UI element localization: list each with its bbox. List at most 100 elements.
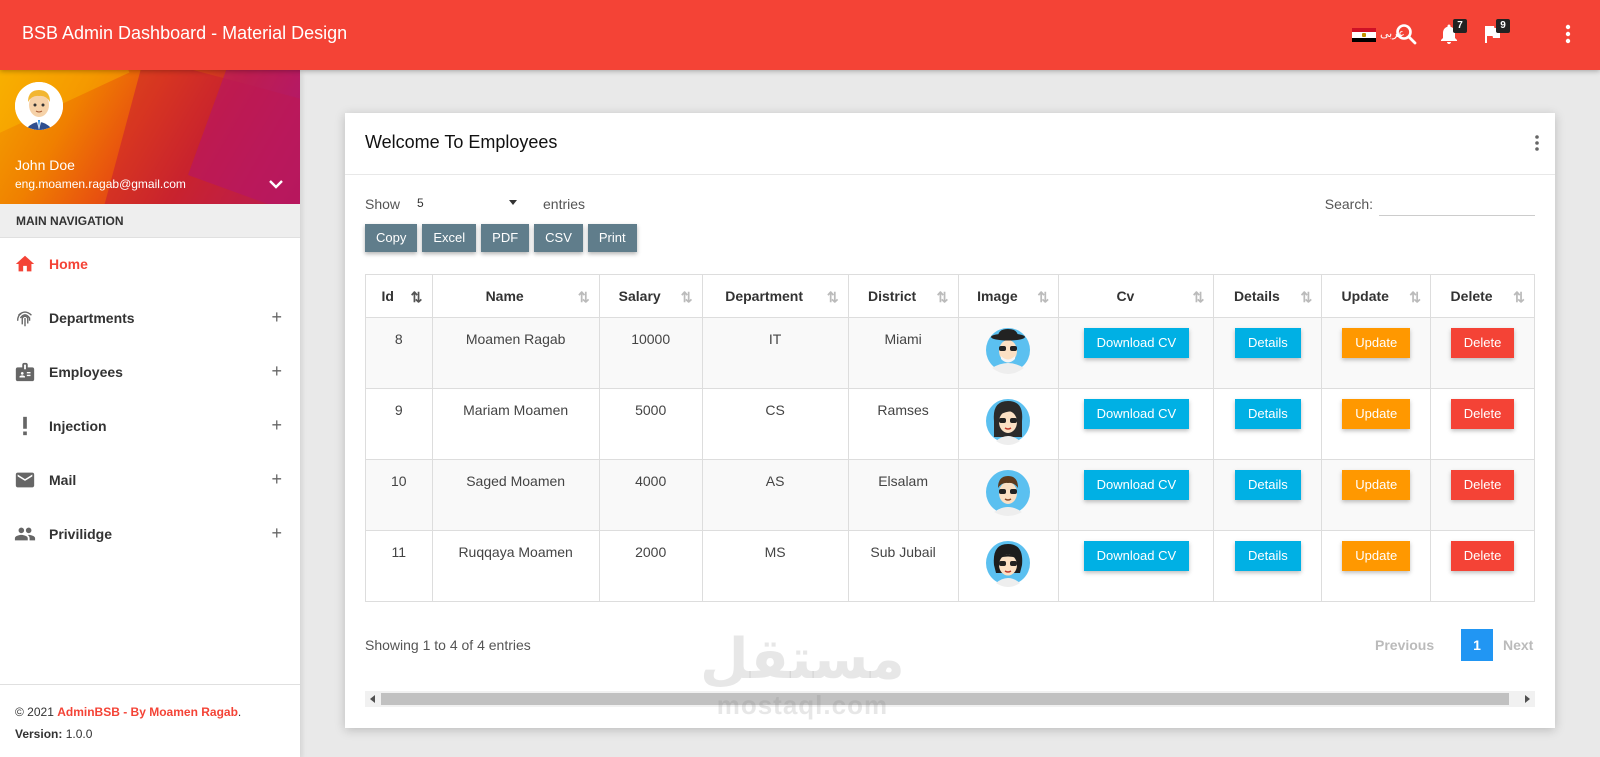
update-button[interactable]: Update (1342, 470, 1411, 500)
table-info: Showing 1 to 4 of 4 entries (365, 637, 531, 653)
sidebar-item-employees[interactable]: Employees + (0, 346, 300, 400)
details-button[interactable]: Details (1235, 399, 1301, 429)
sort-icon: ⇅ (1409, 289, 1421, 305)
user-avatar[interactable] (15, 82, 63, 130)
column-header-label: Name (485, 288, 524, 304)
download-cv-button[interactable]: Download CV (1083, 541, 1190, 571)
sidebar-item-mail[interactable]: Mail + (0, 454, 300, 508)
cell-update: Update (1321, 388, 1432, 460)
egypt-flag-icon (1352, 28, 1376, 42)
csv-button[interactable]: CSV (534, 224, 583, 252)
download-cv-button[interactable]: Download CV (1083, 328, 1190, 358)
column-header-salary[interactable]: Salary ⇅ (598, 274, 703, 318)
next-page-button[interactable]: Next (1503, 637, 1534, 653)
column-header-label: Salary (618, 288, 661, 304)
details-button[interactable]: Details (1235, 328, 1301, 358)
notifications-bell-icon[interactable]: 7 (1437, 19, 1467, 48)
delete-button[interactable]: Delete (1450, 470, 1515, 500)
more-vert-icon[interactable] (1556, 22, 1582, 48)
download-cv-button[interactable]: Download CV (1083, 399, 1190, 429)
pdf-button[interactable]: PDF (481, 224, 530, 252)
column-header-details[interactable]: Details ⇅ (1213, 274, 1323, 318)
column-header-cv[interactable]: Cv ⇅ (1058, 274, 1215, 318)
column-header-update[interactable]: Update ⇅ (1321, 274, 1432, 318)
update-button[interactable]: Update (1342, 328, 1411, 358)
delete-button[interactable]: Delete (1450, 399, 1515, 429)
expand-plus-icon[interactable]: + (271, 469, 282, 489)
employees-table: Id ⇅ Name ⇅ Salary ⇅ Department ⇅ District ⇅ … (365, 274, 1535, 602)
search-input[interactable] (1379, 190, 1535, 216)
footer-brand-link[interactable]: AdminBSB - By Moamen Ragab (57, 705, 238, 719)
table-controls: Show 5 entries Search: (365, 190, 1535, 226)
sort-icon: ⇅ (680, 289, 693, 305)
page-1-button[interactable]: 1 (1461, 629, 1493, 661)
sidebar-item-label: Employees (49, 364, 123, 380)
delete-button[interactable]: Delete (1450, 328, 1515, 358)
card-more-vert-icon[interactable] (1533, 133, 1541, 153)
search-label: Search: (1324, 196, 1373, 212)
column-header-delete[interactable]: Delete ⇅ (1430, 274, 1535, 318)
previous-page-button[interactable]: Previous (1375, 637, 1435, 653)
sidebar-footer: © 2021 AdminBSB - By Moamen Ragab. Versi… (0, 684, 300, 757)
sort-asc-icon: ⇅ (410, 289, 423, 305)
column-header-department[interactable]: Department ⇅ (701, 274, 849, 318)
expand-plus-icon[interactable]: + (271, 307, 282, 327)
entries-select-value: 5 (417, 196, 424, 210)
left-sidebar: John Doe eng.moamen.ragab@gmail.com MAIN… (0, 70, 300, 757)
column-header-name[interactable]: Name ⇅ (431, 274, 600, 318)
details-button[interactable]: Details (1235, 470, 1301, 500)
expand-plus-icon[interactable]: + (271, 523, 282, 543)
cell-cv: Download CV (1058, 317, 1215, 389)
sidebar-item-label: Mail (49, 472, 77, 488)
excel-button[interactable]: Excel (422, 224, 477, 252)
cell-id: 11 (365, 530, 433, 602)
sidebar-item-injection[interactable]: Injection + (0, 400, 300, 454)
scroll-left-arrow-icon[interactable] (370, 695, 375, 703)
cell-details: Details (1213, 459, 1323, 531)
sort-icon: ⇅ (936, 289, 949, 305)
entries-label: entries (543, 196, 586, 212)
print-button[interactable]: Print (587, 224, 637, 252)
scrollbar-thumb[interactable] (381, 693, 1509, 705)
cell-details: Details (1213, 388, 1323, 460)
delete-button[interactable]: Delete (1450, 541, 1515, 571)
column-header-district[interactable]: District ⇅ (847, 274, 959, 318)
employee-avatar (984, 539, 1032, 587)
sidebar-item-departments[interactable]: Departments + (0, 292, 300, 346)
search-icon[interactable] (1394, 22, 1420, 48)
scroll-right-arrow-icon[interactable] (1525, 695, 1530, 703)
column-header-label: Cv (1116, 288, 1135, 304)
sort-icon: ⇅ (826, 289, 839, 305)
cell-cv: Download CV (1058, 459, 1215, 531)
cell-image (957, 317, 1060, 389)
entries-per-page-select[interactable]: 5 (415, 193, 517, 215)
expand-plus-icon[interactable]: + (271, 361, 282, 381)
column-header-id[interactable]: Id ⇅ (365, 274, 433, 318)
update-button[interactable]: Update (1342, 399, 1411, 429)
sidebar-item-home[interactable]: Home (0, 238, 300, 292)
download-cv-button[interactable]: Download CV (1083, 470, 1190, 500)
horizontal-scrollbar[interactable] (365, 691, 1535, 707)
details-button[interactable]: Details (1235, 541, 1301, 571)
cell-id: 8 (365, 317, 433, 389)
employees-card: Welcome To Employees Show 5 entries Sear… (345, 113, 1555, 728)
pagination: Previous 1 Next (1375, 629, 1533, 661)
sort-icon: ⇅ (1513, 289, 1525, 305)
chevron-down-icon[interactable] (266, 174, 286, 194)
cell-district: Miami (847, 317, 959, 389)
sidebar-item-privilidge[interactable]: Privilidge + (0, 508, 300, 562)
watermark-latin: mostaql.com (716, 690, 889, 720)
table-row: 10 Saged Moamen 4000 AS Elsalam Download… (365, 459, 1535, 531)
copy-button[interactable]: Copy (365, 224, 418, 252)
column-header-label: Delete (1450, 288, 1493, 304)
expand-plus-icon[interactable]: + (271, 415, 282, 435)
cell-salary: 10000 (598, 317, 703, 389)
table-header-row: Id ⇅ Name ⇅ Salary ⇅ Department ⇅ District ⇅ … (365, 274, 1535, 318)
flag-icon[interactable]: 9 (1480, 19, 1510, 48)
show-label: Show (365, 196, 401, 212)
sidebar-item-label: Privilidge (49, 526, 113, 542)
update-button[interactable]: Update (1342, 541, 1411, 571)
app-title[interactable]: BSB Admin Dashboard - Material Design (22, 23, 348, 43)
caret-down-icon (509, 200, 517, 205)
column-header-image[interactable]: Image ⇅ (957, 274, 1060, 318)
